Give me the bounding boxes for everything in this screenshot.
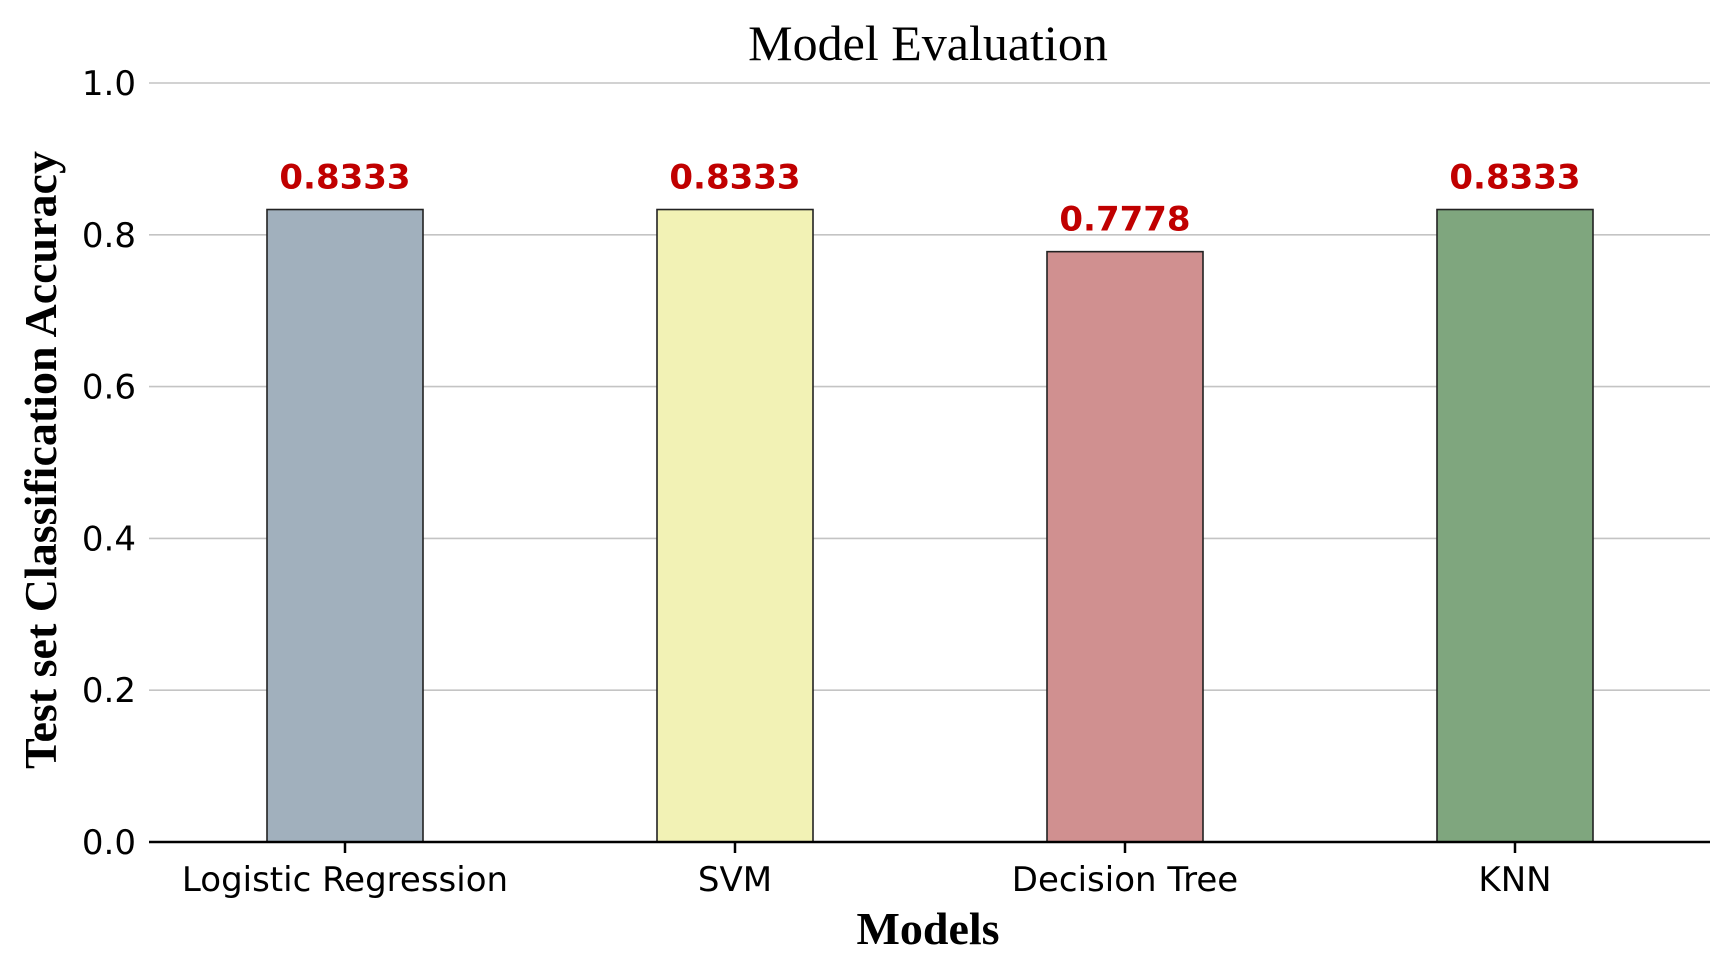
bar bbox=[1436, 208, 1594, 843]
y-axis-ticks: 0.0 0.2 0.4 0.6 0.8 1.0 bbox=[82, 64, 136, 863]
x-axis-title: Models bbox=[856, 903, 999, 954]
data-labels: 0.8333 0.8333 0.7778 0.8333 bbox=[279, 158, 1580, 240]
y-tick-label: 0.2 bbox=[82, 671, 136, 711]
x-tick-label: Decision Tree bbox=[1012, 860, 1238, 900]
y-tick-label: 0.0 bbox=[82, 823, 136, 863]
bars bbox=[266, 208, 1594, 843]
data-label: 0.7778 bbox=[1059, 200, 1190, 240]
chart-title: Model Evaluation bbox=[748, 15, 1108, 71]
data-label: 0.8333 bbox=[279, 158, 410, 198]
bar bbox=[266, 208, 424, 843]
bar bbox=[1046, 250, 1204, 843]
x-tick-label: SVM bbox=[698, 860, 772, 900]
data-label: 0.8333 bbox=[1449, 158, 1580, 198]
y-tick-label: 1.0 bbox=[82, 64, 136, 104]
x-axis-ticks: Logistic Regression SVM Decision Tree KNN bbox=[182, 842, 1552, 900]
x-tick-label: Logistic Regression bbox=[182, 860, 508, 900]
x-tick-label: KNN bbox=[1478, 860, 1551, 900]
y-tick-label: 0.8 bbox=[82, 216, 136, 256]
bar bbox=[656, 208, 814, 843]
y-axis-title: Test set Classification Accuracy bbox=[15, 151, 66, 769]
data-label: 0.8333 bbox=[669, 158, 800, 198]
y-tick-label: 0.6 bbox=[82, 368, 136, 408]
y-tick-label: 0.4 bbox=[82, 519, 136, 559]
